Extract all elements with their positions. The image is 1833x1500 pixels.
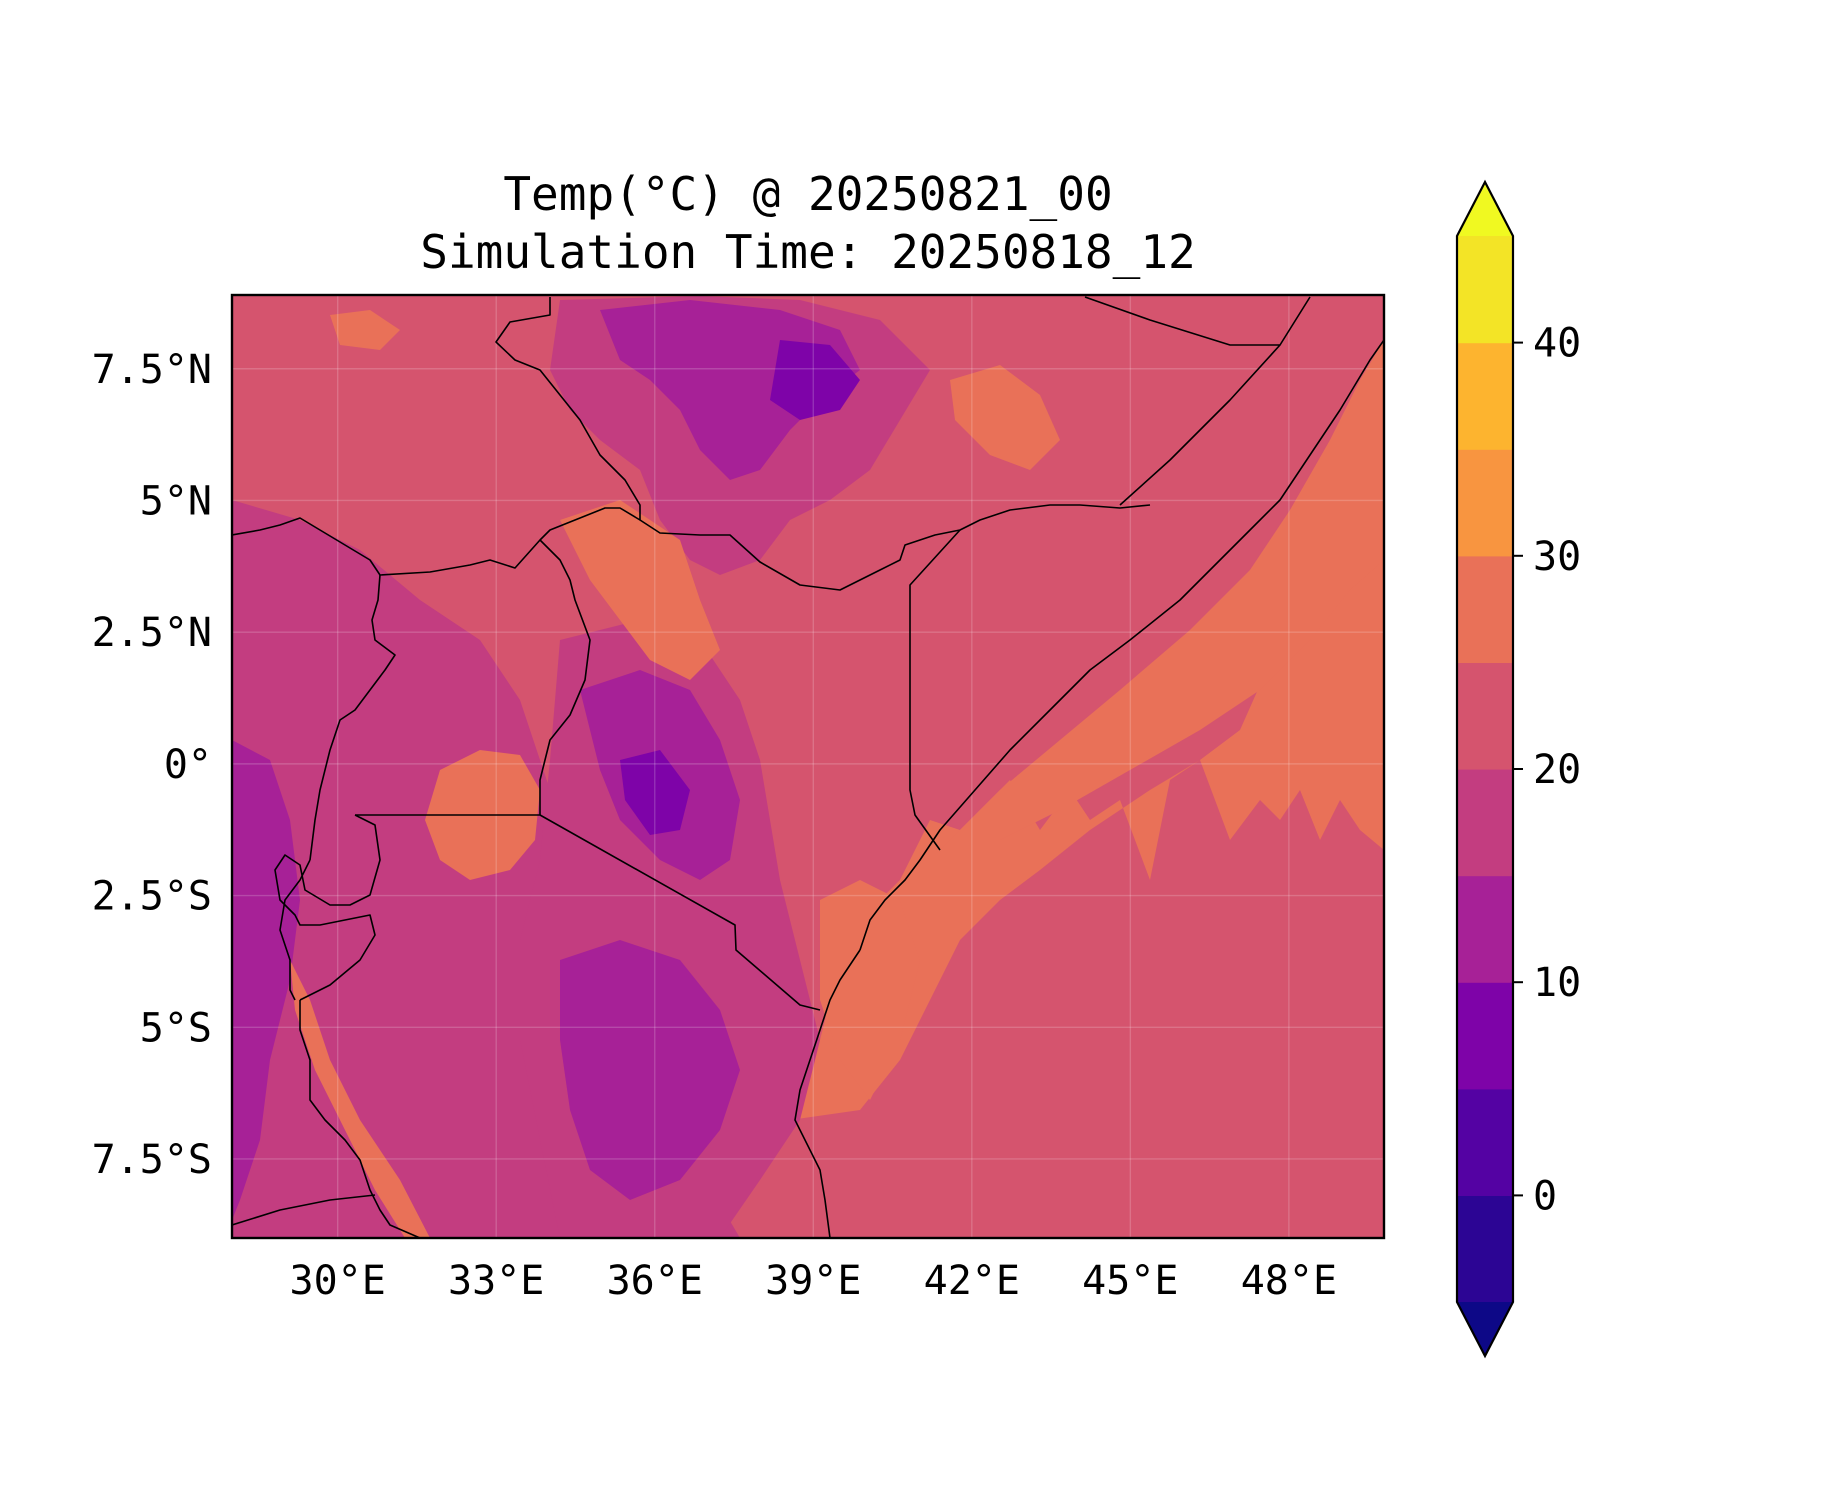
uganda-kenya-border [539, 539, 591, 815]
colorbar-segment [1457, 1195, 1513, 1303]
x-tick-label: 42°E [924, 1258, 1020, 1304]
colorbar-segment [1457, 1088, 1513, 1196]
colorbar-extend-over [1457, 182, 1513, 236]
x-tick-label: 30°E [290, 1258, 386, 1304]
tanzania-interior-region [560, 940, 740, 1200]
lake-tanganyika-border [299, 1000, 421, 1238]
y-tick-label: 0° [164, 742, 212, 788]
ogaden-warm-patch [950, 365, 1060, 470]
turkana-warm-region [560, 500, 720, 680]
x-tick-label: 39°E [765, 1258, 861, 1304]
map-gridlines [232, 295, 1384, 1238]
colorbar-extend-under [1457, 1302, 1513, 1356]
coastal-tanzania-warm-region [820, 880, 920, 1100]
x-tick-label: 48°E [1241, 1258, 1337, 1304]
chart-title-line2: Simulation Time: 20250818_12 [420, 225, 1195, 279]
western-rift-cool-strip [232, 740, 300, 1220]
colorbar-outline [1455, 179, 1515, 1359]
somali-coast-band [940, 340, 1384, 850]
somaliland-puntland-border [1119, 344, 1281, 506]
y-tick-label: 5°N [140, 478, 212, 524]
colorbar-segment [1457, 449, 1513, 557]
colorbar-tick-label: 30 [1533, 534, 1581, 580]
x-axis-ticks: 30°E 33°E 36°E 39°E 42°E 45°E 48°E [290, 1258, 1338, 1304]
colorbar: 0 10 20 30 40 [1455, 179, 1581, 1359]
uganda-drc-border [309, 574, 396, 861]
drc-rift-border [279, 859, 311, 1001]
y-tick-label: 7.5°N [92, 347, 212, 393]
kenyan-highlands-core [620, 750, 690, 835]
colorbar-tick-label: 10 [1533, 960, 1581, 1006]
colorbar-tick-label: 40 [1533, 321, 1581, 367]
ethiopian-highland-core-region [770, 340, 860, 420]
y-tick-label: 7.5°S [92, 1137, 212, 1183]
somali-coastal-plain-region [790, 340, 1384, 1120]
colorbar-segment [1457, 555, 1513, 663]
south-sudan-warm-region [330, 310, 400, 350]
somalia-coastline [859, 339, 1384, 951]
map-frame [230, 293, 1386, 1240]
temperature-field [232, 295, 1384, 1238]
x-tick-label: 33°E [448, 1258, 544, 1304]
kenya-tanzania-border [355, 814, 821, 1011]
kenya-tanzania-coastline [794, 949, 861, 1238]
rwanda-burundi-border [274, 814, 381, 1001]
colorbar-segment [1457, 982, 1513, 1090]
y-tick-label: 2.5°N [92, 610, 212, 656]
map-panel [232, 295, 1384, 1238]
x-tick-label: 36°E [607, 1258, 703, 1304]
colorbar-segment [1457, 769, 1513, 877]
colorbar-tick-label: 0 [1533, 1173, 1557, 1219]
country-borders [232, 296, 1384, 1238]
colorbar-segment [1457, 236, 1513, 344]
ethiopia-somalia-border [1084, 296, 1311, 346]
y-axis-ticks: 7.5°N 5°N 2.5°N 0° 2.5°S 5°S 7.5°S [92, 347, 212, 1183]
kenya-somalia-border [909, 529, 961, 851]
colorbar-segment [1457, 875, 1513, 983]
y-tick-label: 5°S [140, 1005, 212, 1051]
chart-title-line1: Temp(°C) @ 20250821_00 [503, 167, 1112, 221]
colorbar-tick-label: 20 [1533, 747, 1581, 793]
colorbar-segment [1457, 662, 1513, 770]
y-tick-label: 2.5°S [92, 874, 212, 920]
ethiopia-western-border [495, 297, 1151, 591]
colorbar-segment [1457, 342, 1513, 450]
zambia-malawi-border [232, 1194, 376, 1226]
south-sudan-kenya-uganda-border [232, 507, 641, 576]
x-tick-label: 45°E [1082, 1258, 1178, 1304]
